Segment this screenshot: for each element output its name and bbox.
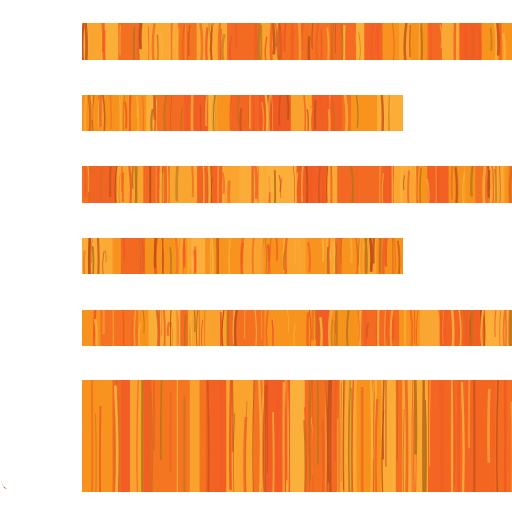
wood-grain-texture (82, 380, 512, 492)
wood-grain-texture (82, 23, 512, 60)
text-line-bar-4 (82, 238, 403, 274)
wood-grain-texture (82, 310, 512, 346)
text-line-bar-1 (82, 23, 512, 60)
text-block-bar (82, 380, 512, 492)
wood-grain-texture (82, 238, 403, 274)
wood-grain-texture (82, 95, 403, 131)
corner-speck-mark (1, 480, 7, 489)
wood-grain-texture (82, 166, 512, 203)
text-line-bar-2 (82, 95, 403, 131)
text-line-bar-5 (82, 310, 512, 346)
text-line-bar-3 (82, 166, 512, 203)
